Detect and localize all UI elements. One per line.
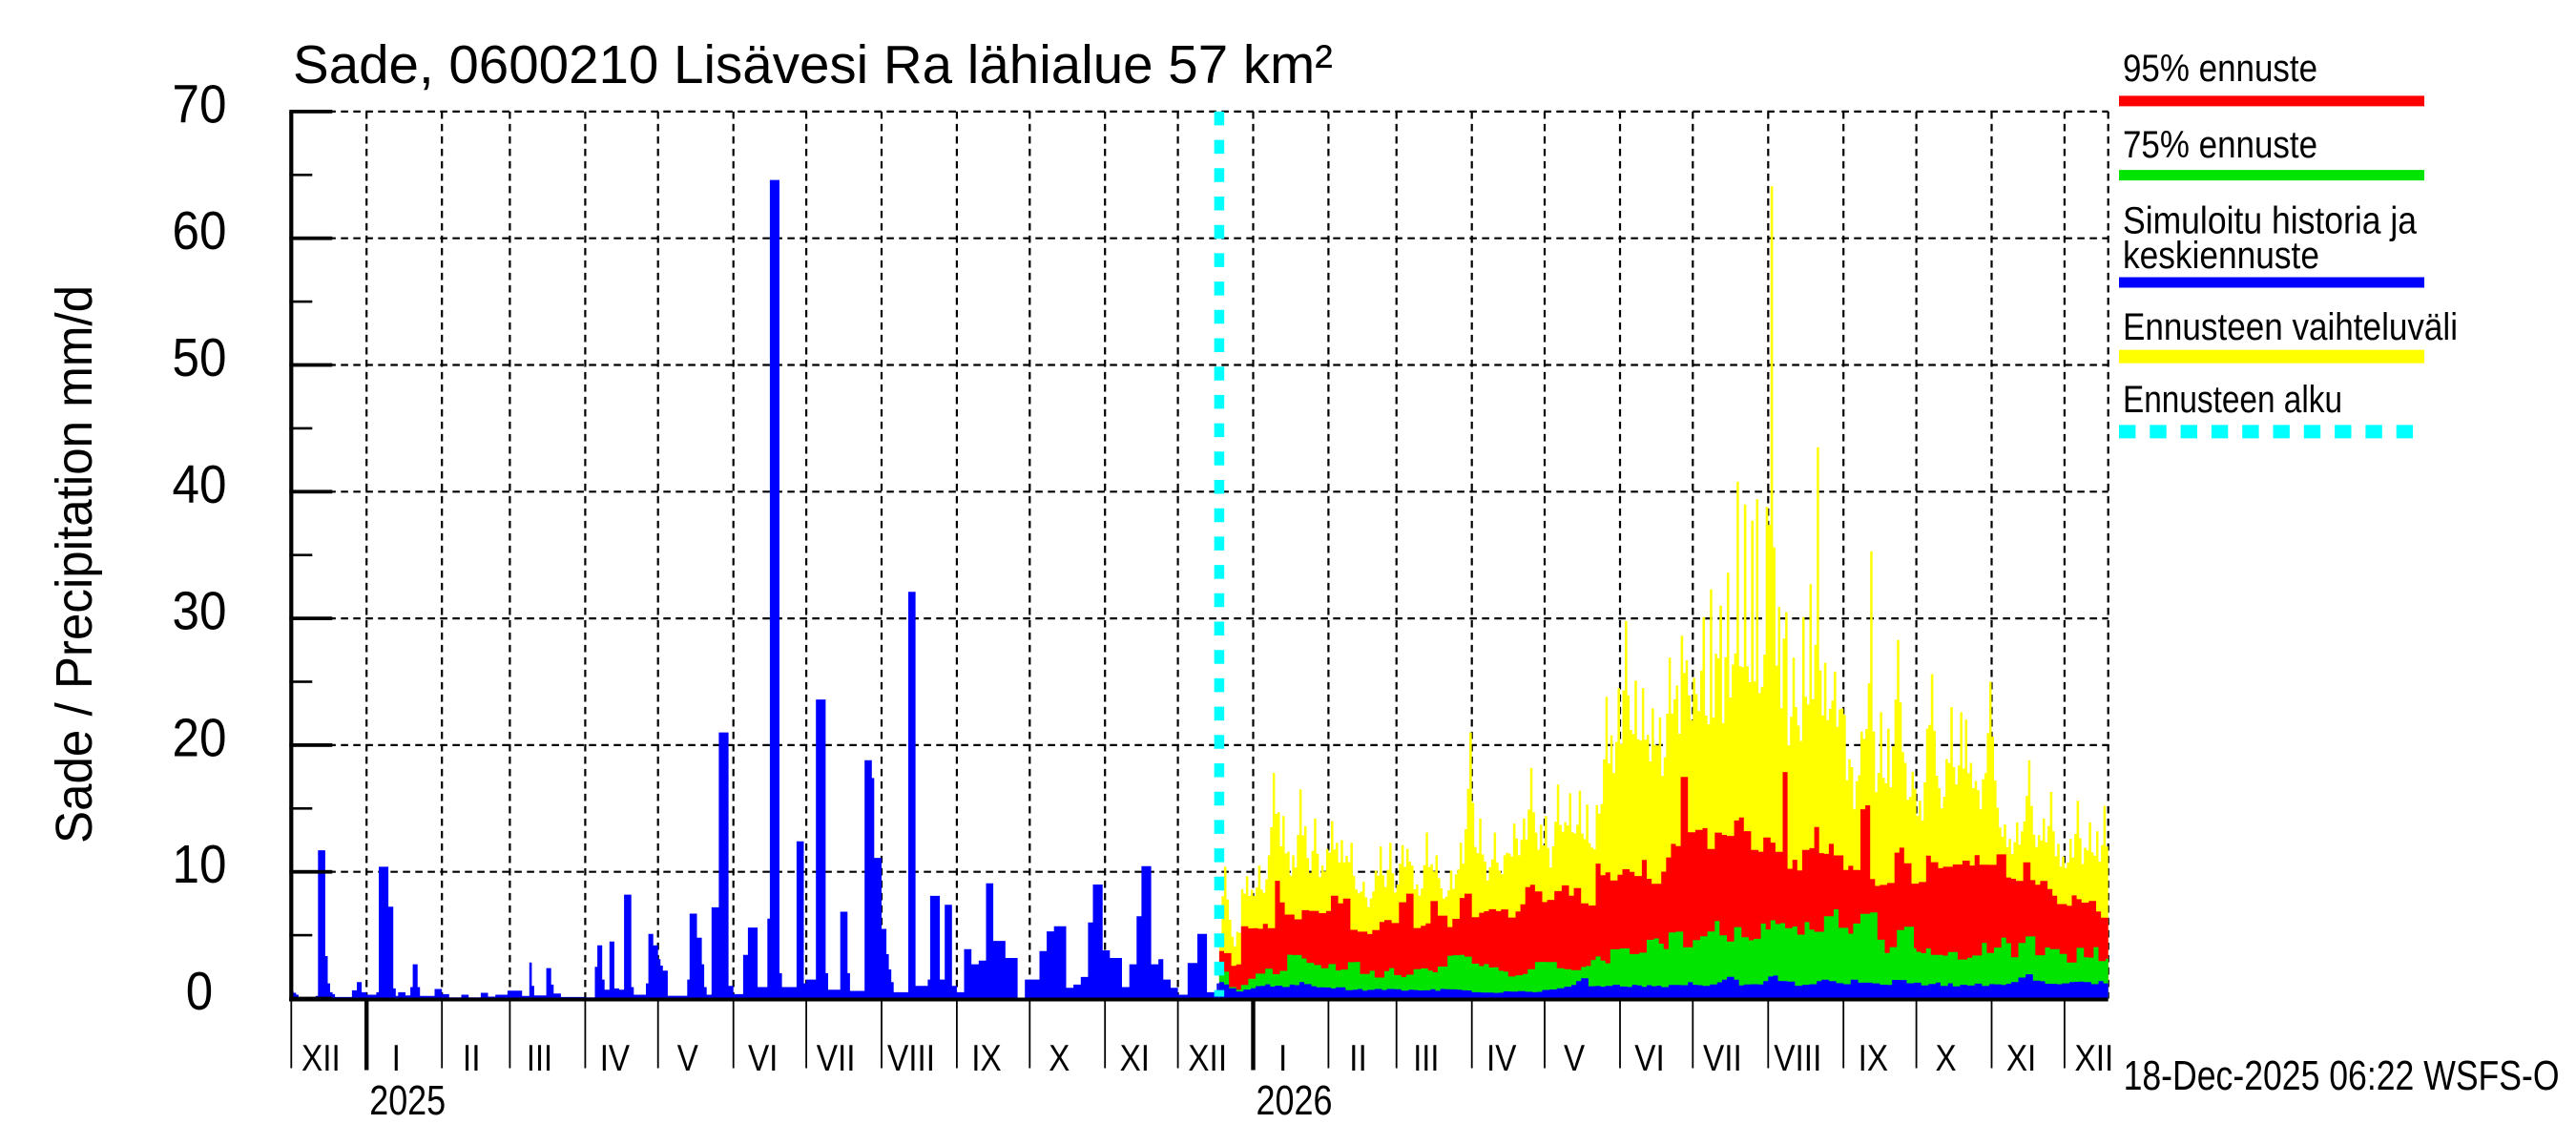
- svg-text:18-Dec-2025 06:22 WSFS-O: 18-Dec-2025 06:22 WSFS-O: [2124, 1052, 2560, 1099]
- svg-text:50: 50: [173, 327, 227, 388]
- svg-text:2025: 2025: [369, 1077, 446, 1124]
- svg-text:95% ennuste: 95% ennuste: [2123, 48, 2317, 90]
- svg-text:VI: VI: [1634, 1038, 1664, 1079]
- svg-text:II: II: [1349, 1038, 1367, 1079]
- svg-text:IX: IX: [1859, 1038, 1888, 1079]
- svg-text:40: 40: [173, 454, 227, 515]
- svg-text:II: II: [463, 1038, 481, 1079]
- svg-text:III: III: [1413, 1038, 1439, 1079]
- svg-text:V: V: [677, 1038, 698, 1079]
- svg-text:Simuloitu historia ja: Simuloitu historia ja: [2123, 200, 2418, 242]
- svg-text:10: 10: [173, 834, 227, 895]
- svg-text:VIII: VIII: [1774, 1038, 1821, 1079]
- svg-text:30: 30: [173, 581, 227, 642]
- svg-text:IX: IX: [971, 1038, 1001, 1079]
- svg-text:2026: 2026: [1257, 1077, 1333, 1124]
- svg-text:75% ennuste: 75% ennuste: [2123, 124, 2317, 166]
- svg-text:VI: VI: [748, 1038, 778, 1079]
- svg-text:keskiennuste: keskiennuste: [2123, 235, 2319, 277]
- svg-text:Ennusteen vaihteluväli: Ennusteen vaihteluväli: [2123, 306, 2458, 348]
- svg-text:VII: VII: [1703, 1038, 1742, 1079]
- svg-text:60: 60: [173, 200, 227, 261]
- svg-text:VII: VII: [817, 1038, 856, 1079]
- svg-text:XII: XII: [1188, 1038, 1227, 1079]
- svg-text:I: I: [1278, 1038, 1287, 1079]
- svg-text:X: X: [1936, 1038, 1957, 1079]
- svg-text:Sade / Precipitation mm/d: Sade / Precipitation mm/d: [46, 285, 103, 843]
- svg-text:70: 70: [173, 73, 227, 135]
- svg-text:Sade, 0600210 Lisävesi Ra lähi: Sade, 0600210 Lisävesi Ra lähialue 57 km…: [293, 34, 1333, 95]
- svg-text:Ennusteen alku: Ennusteen alku: [2123, 379, 2342, 421]
- svg-text:XI: XI: [1120, 1038, 1150, 1079]
- svg-text:IV: IV: [600, 1038, 630, 1079]
- svg-text:I: I: [392, 1038, 401, 1079]
- svg-text:VIII: VIII: [887, 1038, 935, 1079]
- svg-text:IV: IV: [1486, 1038, 1516, 1079]
- svg-text:V: V: [1564, 1038, 1585, 1079]
- svg-text:III: III: [527, 1038, 552, 1079]
- svg-text:0: 0: [186, 961, 213, 1022]
- svg-text:XI: XI: [2006, 1038, 2036, 1079]
- svg-text:20: 20: [173, 707, 227, 768]
- svg-text:X: X: [1049, 1038, 1070, 1079]
- svg-text:XII: XII: [301, 1038, 341, 1079]
- svg-text:XII: XII: [2075, 1038, 2114, 1079]
